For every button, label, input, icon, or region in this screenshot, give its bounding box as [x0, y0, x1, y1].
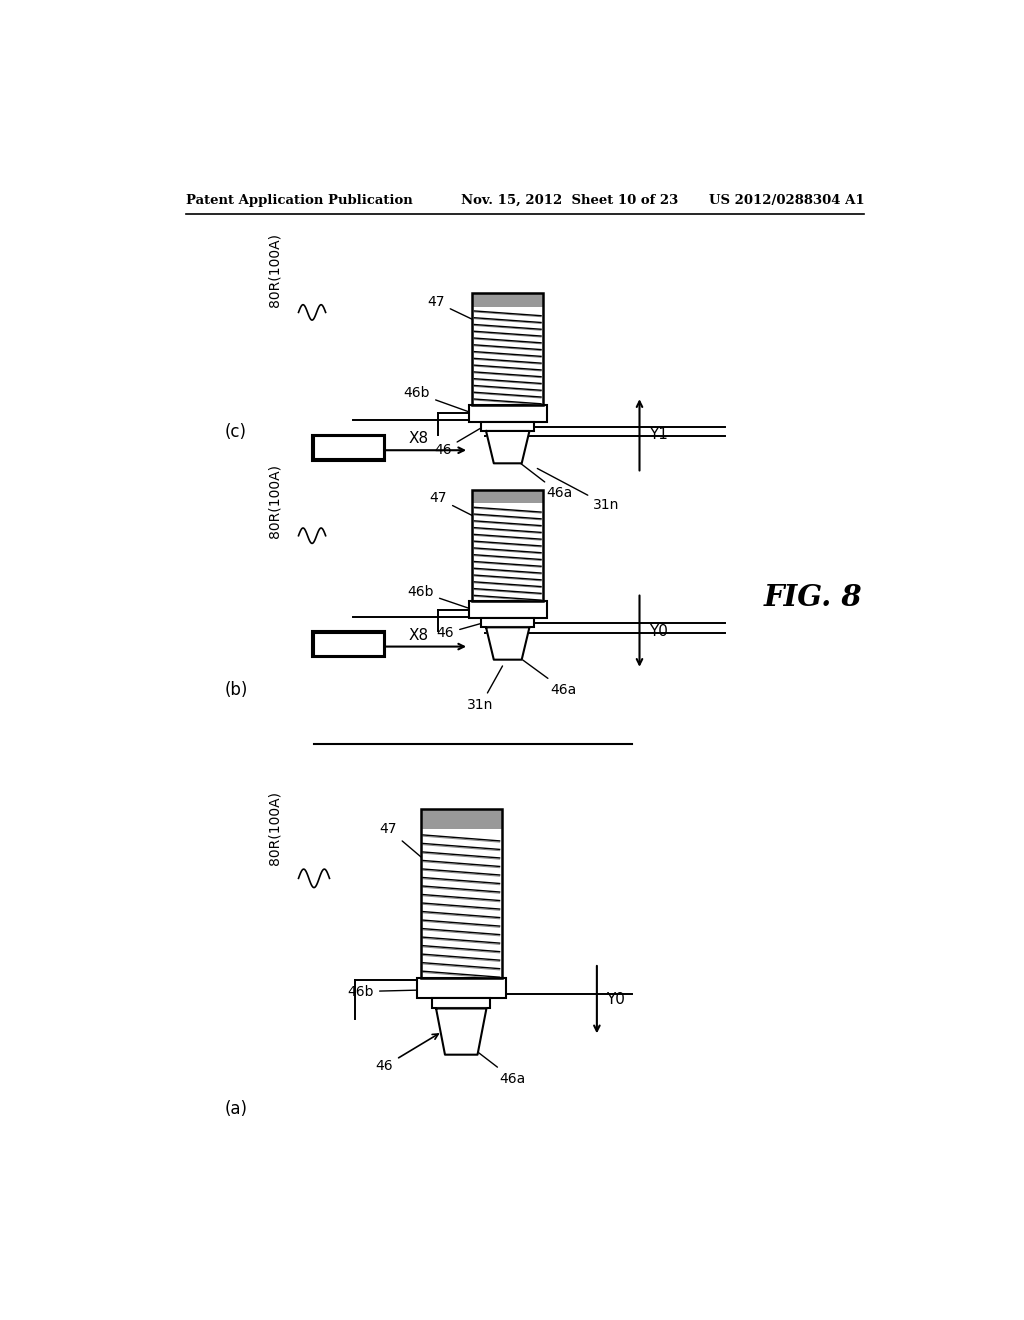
Text: 47: 47 [427, 296, 473, 319]
Text: (b): (b) [225, 681, 248, 698]
Bar [312, 434, 385, 461]
Bar [472, 490, 544, 503]
Text: 46: 46 [434, 428, 481, 457]
Bar [421, 829, 502, 978]
Text: 31R: 31R [321, 438, 345, 451]
Text: 80R(100A): 80R(100A) [267, 791, 282, 866]
Text: 46b: 46b [403, 387, 470, 412]
Bar [432, 998, 490, 1008]
Text: (c): (c) [225, 422, 247, 441]
Text: X8: X8 [409, 432, 429, 446]
Text: 80R(100A): 80R(100A) [267, 234, 282, 308]
Bar [421, 809, 502, 978]
Text: 31n: 31n [467, 667, 503, 713]
Text: (200): (200) [321, 446, 354, 459]
Text: 80R(100A): 80R(100A) [267, 465, 282, 539]
Bar [472, 490, 544, 601]
Text: 47: 47 [430, 491, 473, 516]
Bar [472, 306, 544, 405]
Bar [314, 632, 384, 656]
Polygon shape [486, 430, 529, 463]
Text: X8: X8 [409, 628, 429, 643]
Bar [481, 422, 535, 430]
Text: 31R: 31R [321, 635, 345, 648]
Text: 46a: 46a [518, 461, 572, 500]
Text: Y1: Y1 [649, 428, 668, 442]
Bar [481, 618, 535, 627]
Text: 46b: 46b [347, 985, 420, 998]
Text: 46: 46 [376, 1034, 438, 1073]
Bar [417, 978, 506, 998]
Text: 46a: 46a [477, 1052, 525, 1085]
Text: Nov. 15, 2012  Sheet 10 of 23: Nov. 15, 2012 Sheet 10 of 23 [461, 194, 679, 207]
Bar [312, 631, 385, 657]
Text: FIG. 8: FIG. 8 [764, 583, 862, 611]
Text: 31n: 31n [538, 469, 620, 512]
Text: Y0: Y0 [649, 623, 668, 639]
Text: 47: 47 [380, 822, 422, 858]
Text: (a): (a) [225, 1101, 248, 1118]
Bar [469, 405, 547, 422]
Bar [472, 293, 544, 306]
Text: (200): (200) [321, 643, 354, 656]
Bar [472, 503, 544, 601]
Bar [314, 437, 384, 459]
Text: Y0: Y0 [606, 993, 625, 1007]
Bar [421, 809, 502, 829]
Text: US 2012/0288304 A1: US 2012/0288304 A1 [710, 194, 865, 207]
Bar [472, 293, 544, 405]
Polygon shape [486, 627, 529, 660]
Text: 46b: 46b [408, 585, 470, 609]
Text: Patent Application Publication: Patent Application Publication [186, 194, 413, 207]
Polygon shape [436, 1008, 486, 1055]
Bar [469, 601, 547, 618]
Text: 46: 46 [436, 623, 481, 640]
Text: 46a: 46a [519, 657, 577, 697]
